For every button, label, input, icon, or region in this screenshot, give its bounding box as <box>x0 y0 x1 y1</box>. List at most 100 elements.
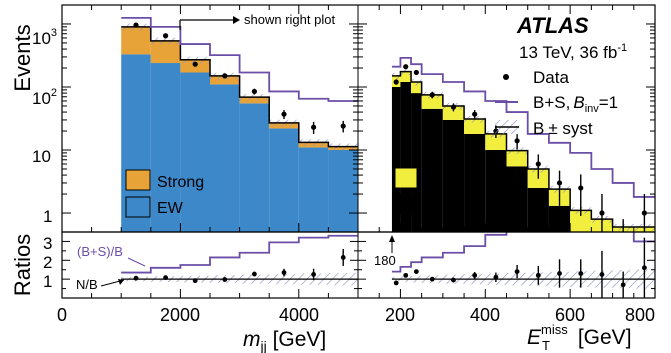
ratio-data-point <box>599 272 605 277</box>
left-xtick-label: 2000 <box>160 305 200 325</box>
legend-w-swatch <box>394 193 418 215</box>
z-bar <box>400 71 412 83</box>
left-xtick-label: 0 <box>57 305 67 325</box>
data-point <box>472 111 478 117</box>
ratio-data-point <box>493 274 499 280</box>
ratio-data-point <box>451 277 456 283</box>
strong-bar <box>210 75 240 85</box>
z-bar <box>506 150 528 167</box>
main-ytick-label: 103 <box>32 27 57 48</box>
data-point <box>222 73 228 79</box>
main-ytick-label: 102 <box>32 87 57 108</box>
strong-bar <box>121 26 151 55</box>
data-point <box>163 33 169 39</box>
data-point <box>535 161 541 167</box>
shown-right-annotation: shown right plot <box>244 12 335 27</box>
ratio-data-point <box>340 255 346 260</box>
data-point <box>403 64 409 70</box>
legend-w-label: W <box>423 198 439 215</box>
ratio-data-point <box>393 280 399 286</box>
right-ratio-plot <box>391 232 655 298</box>
ew-bar <box>239 103 270 232</box>
ratio-data-point <box>578 271 584 276</box>
strong-bar <box>150 40 181 64</box>
data-point <box>450 104 457 110</box>
ew-bar <box>180 72 210 232</box>
b-total-line <box>121 26 358 148</box>
ratio-data-point <box>133 275 139 281</box>
ratio-data-point <box>281 270 287 275</box>
data-point <box>133 22 139 28</box>
legend-ew-label: EW <box>157 200 184 217</box>
ew-bar <box>210 84 240 232</box>
ratio-bs-line <box>391 232 655 273</box>
ratio-ytick-label: 2 <box>43 253 52 272</box>
ratio-nb-arrowhead <box>118 279 124 285</box>
legend-bs-label: B+S, Binv=1 <box>533 93 618 115</box>
data-point <box>192 61 198 67</box>
atlas-label: ATLAS <box>516 13 589 38</box>
shown-right-arrowhead <box>233 16 240 24</box>
ratio-data-point <box>222 277 228 282</box>
legend-bsyst-label: B ± syst <box>533 119 593 138</box>
right-xtick-label: 800 <box>625 305 655 325</box>
right-xtick-label: 200 <box>385 305 415 325</box>
energy-label: 13 TeV, 36 fb-1 <box>519 42 627 62</box>
ratio-data-point <box>535 272 541 278</box>
bs-total-line <box>391 56 655 198</box>
z-bar <box>570 210 592 232</box>
z-bar <box>485 133 507 151</box>
data-point <box>281 111 287 117</box>
arrow-180-head <box>389 235 395 242</box>
data-point <box>578 185 584 191</box>
right-xtick-label: 400 <box>470 305 500 325</box>
main-ytick-label: 10 <box>32 147 51 166</box>
data-point <box>599 210 605 216</box>
ratio-data-point <box>192 278 198 284</box>
ratio-data-point <box>514 269 520 274</box>
main-ytick-label: 1 <box>43 207 52 226</box>
data-point <box>556 180 563 186</box>
ratio-data-point <box>403 272 409 278</box>
legend-strong-label: Strong <box>157 174 204 191</box>
main-ylabel: Events <box>10 24 35 91</box>
right-xlabel: Emiss T [GeV] <box>527 322 632 353</box>
ratio-data-point <box>472 272 478 278</box>
annotation-180: 180 <box>374 253 396 268</box>
ratio-nb-annotation: N/B <box>76 277 98 292</box>
legend-data-marker <box>503 74 509 80</box>
left-xtick-label: 4000 <box>279 305 319 325</box>
ratio-bs-line <box>121 234 358 274</box>
left-xlabel: mjj [GeV] <box>243 328 326 353</box>
legend-z-label: Z <box>423 172 433 189</box>
data-point <box>311 124 317 130</box>
ratio-data-point <box>163 275 169 281</box>
ratio-data-point <box>413 269 419 274</box>
w-bar <box>485 150 507 232</box>
ratio-bs-annotation: (B+S)/B <box>77 244 123 259</box>
ratio-bs-arrow <box>127 257 146 267</box>
ratio-data-point <box>311 272 316 277</box>
ratio-data-point <box>641 265 647 271</box>
right-xtick-label: 600 <box>555 305 585 325</box>
w-bar <box>391 86 401 232</box>
legend-ew-swatch <box>125 196 151 218</box>
data-point <box>340 123 346 129</box>
ratio-ylabel: Ratios <box>10 234 35 296</box>
ew-bar <box>298 147 329 232</box>
w-bar <box>548 205 571 232</box>
ratio-data-point <box>252 271 257 277</box>
left-main-plot <box>121 16 358 232</box>
data-point <box>514 138 520 144</box>
data-point <box>641 210 647 216</box>
w-bar <box>442 119 465 232</box>
data-point <box>429 92 435 98</box>
left-ratio-plot <box>121 234 358 286</box>
ratio-data-point <box>429 276 435 282</box>
ratio-data-point <box>620 282 626 288</box>
legend-strong-swatch <box>125 169 151 191</box>
right-main-plot <box>391 56 655 232</box>
ratio-data-point <box>557 271 562 276</box>
legend-z-swatch <box>394 167 418 189</box>
